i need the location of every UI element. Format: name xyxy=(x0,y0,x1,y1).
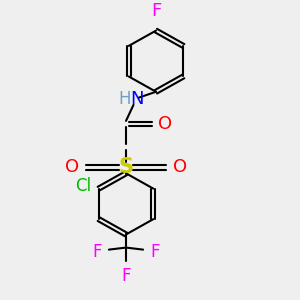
Text: F: F xyxy=(151,2,161,20)
Text: O: O xyxy=(158,115,172,133)
Text: F: F xyxy=(150,243,160,261)
Text: Cl: Cl xyxy=(75,177,91,195)
Text: F: F xyxy=(121,266,131,284)
Text: O: O xyxy=(172,158,187,176)
Text: N: N xyxy=(130,90,144,108)
Text: O: O xyxy=(65,158,80,176)
Text: H: H xyxy=(119,90,131,108)
Text: S: S xyxy=(118,158,134,178)
Text: F: F xyxy=(92,243,102,261)
